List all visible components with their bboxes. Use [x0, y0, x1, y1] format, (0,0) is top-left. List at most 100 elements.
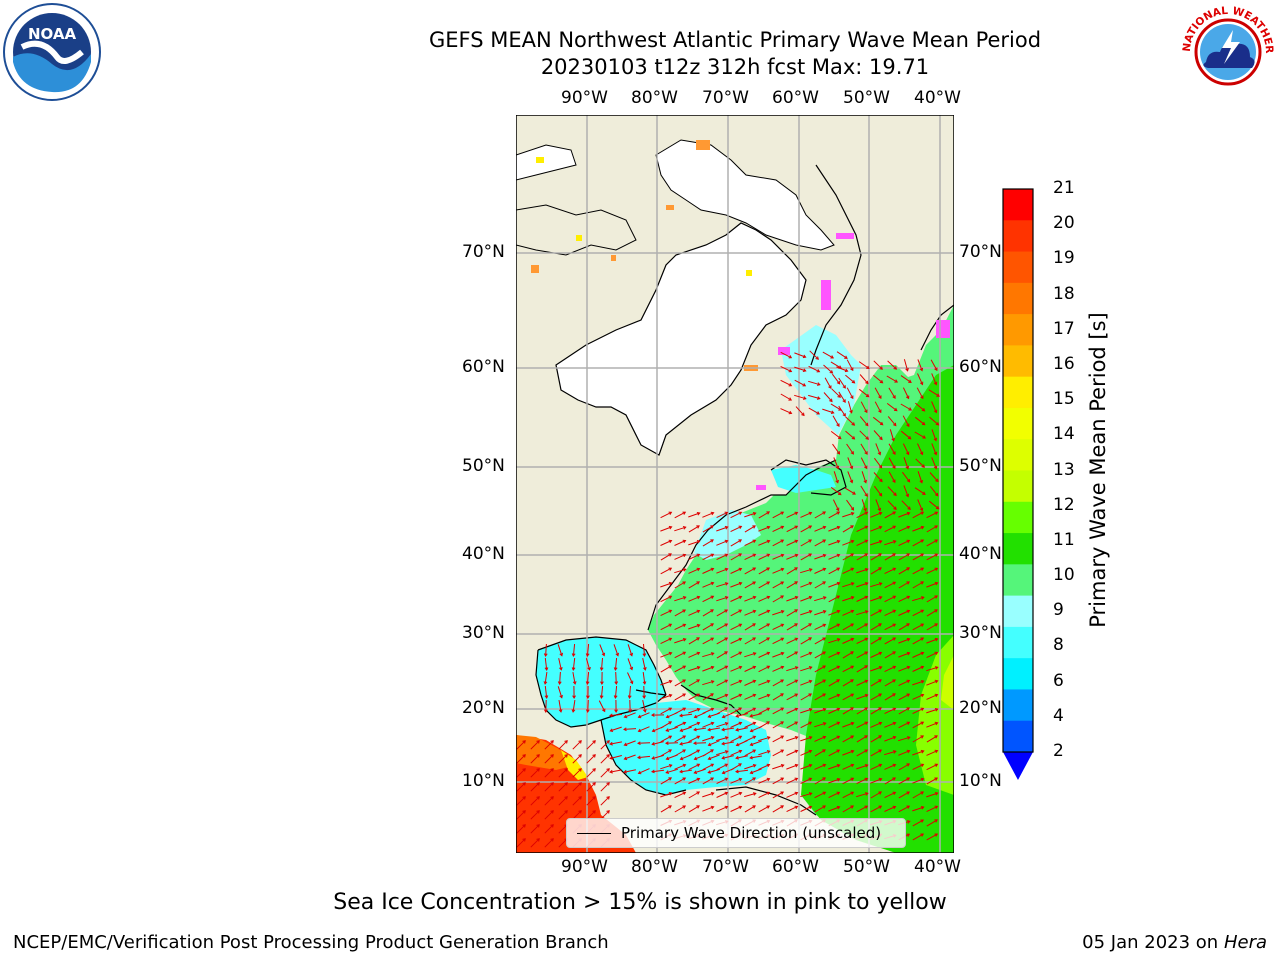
- wave-arrow: [572, 657, 576, 671]
- wave-arrow-head: [696, 540, 701, 544]
- wave-arrow-head: [808, 637, 813, 641]
- wave-arrow-head: [934, 609, 938, 613]
- wave-arrow-head: [906, 651, 911, 656]
- wave-arrow: [814, 722, 826, 728]
- wave-arrow-head: [892, 721, 897, 726]
- wave-arrow: [884, 764, 896, 770]
- wave-arrow: [702, 693, 714, 701]
- wave-arrow: [800, 610, 812, 616]
- wave-arrow-head: [836, 380, 841, 385]
- wave-arrow-head: [738, 581, 743, 586]
- wave-arrow-head: [665, 756, 670, 761]
- wave-arrow-head: [864, 539, 869, 543]
- wave-arrow-head: [752, 764, 757, 768]
- wave-arrow-head: [849, 479, 854, 484]
- wave-arrow-head: [850, 693, 855, 697]
- wave-arrow-head: [710, 680, 715, 684]
- wave-arrow: [674, 764, 686, 770]
- lat-tick-left-50n: 50°N: [462, 456, 505, 476]
- wave-arrow-head: [766, 567, 771, 571]
- wave-arrow: [736, 740, 748, 746]
- wave-arrow: [674, 638, 686, 644]
- wave-arrow-head: [766, 637, 771, 641]
- wave-arrow-head: [893, 492, 897, 497]
- wave-arrow: [842, 623, 854, 631]
- wave-arrow: [912, 511, 924, 519]
- wave-arrow: [772, 693, 784, 701]
- wave-arrow: [758, 581, 770, 589]
- wave-arrow-head: [892, 735, 897, 740]
- wave-arrow-head: [906, 637, 911, 642]
- wave-arrow: [660, 595, 672, 603]
- wave-arrow: [544, 672, 548, 684]
- colorbar-segment: [1003, 501, 1033, 534]
- wave-arrow: [830, 361, 842, 369]
- wave-arrow: [702, 763, 714, 771]
- wave-arrow-head: [879, 421, 884, 426]
- wave-arrow: [744, 694, 756, 700]
- wave-arrow-head: [836, 451, 841, 455]
- wave-arrow: [702, 680, 714, 686]
- wave-arrow: [586, 810, 596, 820]
- wave-arrow-head: [836, 707, 841, 712]
- wave-arrow-head: [738, 539, 743, 543]
- wave-arrow: [884, 525, 896, 533]
- wave-arrow-head: [543, 681, 548, 685]
- wave-arrow: [674, 596, 686, 602]
- wave-arrow-head: [602, 708, 606, 713]
- wave-arrow: [828, 694, 840, 700]
- wave-arrow-head: [844, 368, 849, 373]
- wave-arrow: [600, 740, 610, 750]
- wave-arrow: [600, 810, 610, 820]
- wave-arrow: [800, 637, 812, 645]
- wave-arrow: [679, 741, 693, 745]
- wave-arrow-head: [906, 791, 911, 795]
- wave-arrow-head: [878, 735, 883, 739]
- wave-arrow-head: [877, 507, 882, 512]
- wave-arrow-head: [802, 383, 807, 387]
- wave-arrow: [795, 406, 805, 416]
- wave-arrow: [758, 778, 770, 784]
- wave-arrow: [660, 735, 672, 743]
- wave-arrow: [926, 763, 938, 771]
- footer-date-text: 05 Jan 2023 on: [1082, 932, 1219, 953]
- wave-arrow-head: [864, 665, 869, 669]
- wave-arrow-head: [682, 526, 687, 530]
- wave-arrow: [842, 777, 854, 785]
- wave-arrow: [688, 805, 700, 813]
- wave-arrow-head: [794, 721, 799, 725]
- wave-arrow-head: [828, 385, 832, 390]
- wave-arrow-head: [682, 735, 687, 739]
- wave-arrow-head: [878, 679, 882, 683]
- arctic-islands-ice: [655, 139, 835, 251]
- wave-arrow-head: [788, 410, 793, 415]
- wave-arrow: [702, 666, 714, 672]
- wave-arrow-head: [766, 539, 771, 544]
- colorbar: [1002, 188, 1034, 780]
- wave-arrow: [886, 402, 898, 412]
- wave-arrow: [688, 512, 700, 518]
- colorbar-tick-label: 10: [1053, 565, 1075, 586]
- wave-arrow-head: [721, 714, 726, 719]
- wave-arrow-head: [543, 653, 548, 657]
- wave-arrow: [544, 824, 554, 834]
- wave-arrow-head: [906, 511, 911, 516]
- map-legend: Primary Wave Direction (unscaled): [566, 818, 906, 848]
- wave-arrow-head: [752, 539, 757, 543]
- wave-arrow-head: [682, 721, 687, 726]
- colorbar-tick-label: 2: [1053, 741, 1064, 761]
- wave-arrow-head: [766, 736, 771, 740]
- wave-arrow-head: [679, 756, 684, 761]
- colorbar-segment: [1003, 376, 1033, 409]
- wave-arrow: [586, 671, 590, 685]
- wave-arrow-head: [522, 768, 526, 772]
- wave-arrow-head: [850, 623, 855, 627]
- wave-arrow: [716, 623, 728, 631]
- wave-arrow: [736, 713, 748, 717]
- wave-arrow-head: [878, 791, 883, 795]
- wave-arrow-head: [892, 750, 897, 754]
- wave-arrow-head: [682, 693, 687, 697]
- wave-arrow-head: [592, 754, 596, 758]
- wave-arrow: [912, 750, 924, 756]
- wave-arrow-head: [837, 394, 841, 398]
